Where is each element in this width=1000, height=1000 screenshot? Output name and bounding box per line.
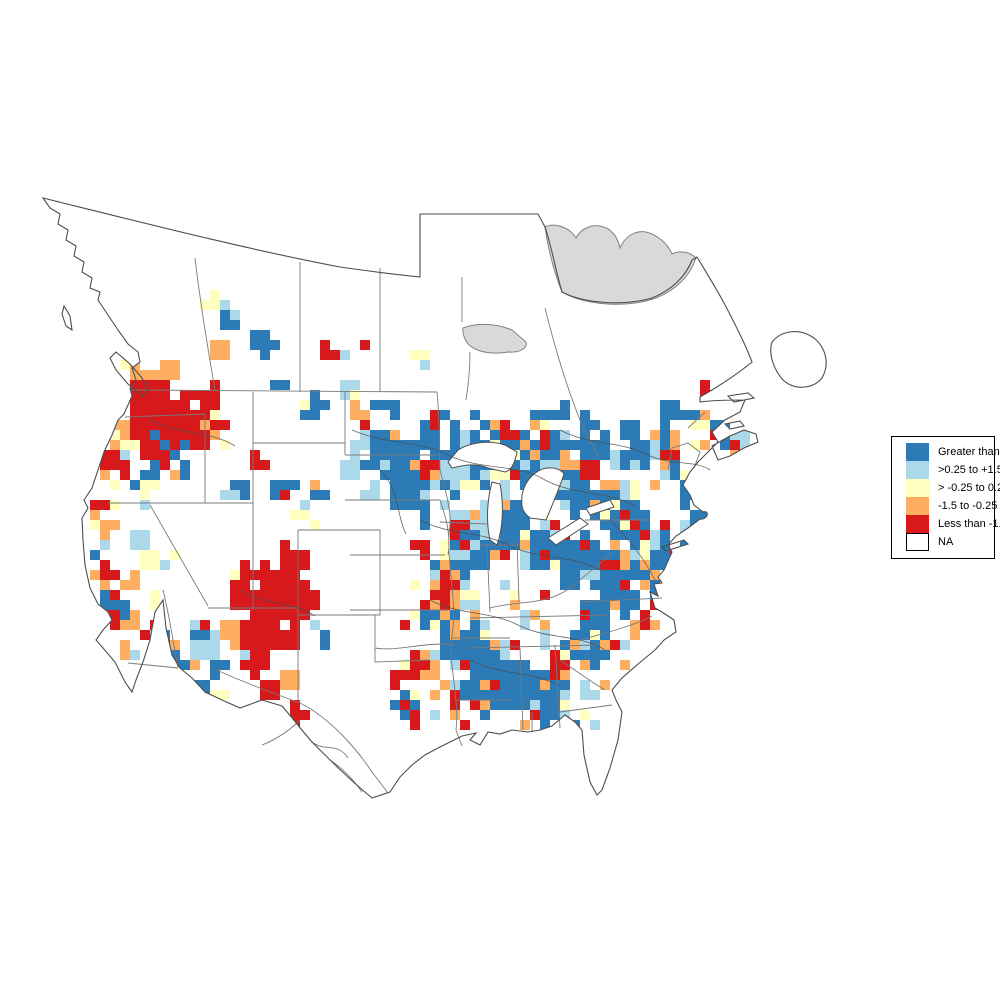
legend-entry: > -0.25 to 0.25 <box>906 479 1000 497</box>
legend-rows: Greater than +1.5 >0.25 to +1.5 > -0.25 … <box>906 443 1000 551</box>
strata-boundaries <box>149 419 711 687</box>
legend-entry: NA <box>906 533 994 551</box>
legend: Greater than +1.5 >0.25 to +1.5 > -0.25 … <box>891 436 1000 559</box>
lake-winnipeg <box>462 323 527 354</box>
great-lakes <box>447 441 615 546</box>
legend-entry: >0.25 to +1.5 <box>906 461 1000 479</box>
legend-label: Greater than +1.5 <box>938 446 1000 458</box>
state-province-borders <box>108 257 706 794</box>
legend-swatch <box>906 461 929 479</box>
legend-label: >0.25 to +1.5 <box>938 464 1000 476</box>
legend-label: -1.5 to -0.25 <box>938 500 998 512</box>
legend-swatch <box>906 443 929 461</box>
hudson-bay <box>544 224 697 305</box>
legend-swatch <box>906 515 929 533</box>
legend-swatch <box>906 497 929 515</box>
legend-entry: -1.5 to -0.25 <box>906 497 998 515</box>
legend-label: Less than -1.5 <box>938 518 1000 530</box>
legend-entry: Greater than +1.5 <box>906 443 1000 461</box>
coastline <box>41 197 827 799</box>
legend-label: NA <box>938 536 954 548</box>
legend-entry: Less than -1.5 <box>906 515 1000 533</box>
legend-swatch <box>906 533 929 551</box>
na-water-bodies <box>462 224 697 354</box>
legend-swatch <box>906 479 929 497</box>
legend-label: > -0.25 to 0.25 <box>938 482 1000 494</box>
